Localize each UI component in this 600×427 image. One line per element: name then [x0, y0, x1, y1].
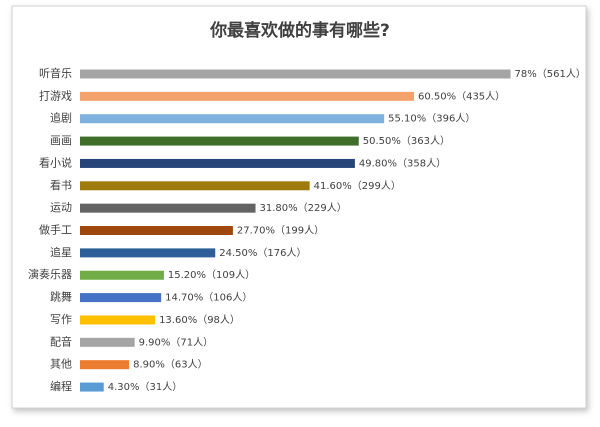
bar	[80, 226, 233, 236]
y-tick-label: 编程	[50, 379, 72, 393]
bar	[80, 136, 359, 146]
y-tick-label: 写作	[50, 313, 72, 326]
value-label: 78%（561人）	[515, 68, 586, 80]
value-label: 14.70%（106人）	[165, 292, 252, 304]
bar	[80, 382, 104, 392]
value-label: 49.80%（358人）	[359, 157, 446, 169]
y-tick-label: 其他	[50, 358, 72, 371]
bar	[80, 337, 135, 347]
value-label: 13.60%（98人）	[159, 314, 240, 326]
value-label: 24.50%（176人）	[219, 247, 306, 259]
y-tick-label: 看小说	[39, 155, 72, 169]
bar	[80, 91, 414, 101]
value-label: 9.90%（71人）	[139, 336, 214, 348]
bar	[80, 360, 130, 370]
value-label: 8.90%（63人）	[133, 359, 208, 371]
value-label: 15.20%（109人）	[168, 269, 255, 281]
bar	[80, 181, 310, 191]
bar	[80, 114, 385, 124]
y-tick-label: 听音乐	[39, 66, 72, 80]
value-label: 60.50%（435人）	[418, 90, 505, 102]
y-tick-label: 画画	[50, 134, 72, 147]
value-label: 4.30%（31人）	[108, 381, 182, 393]
value-label: 27.70%（199人）	[237, 225, 324, 237]
y-tick-label: 运动	[50, 201, 72, 214]
y-tick-label: 配音	[50, 334, 72, 348]
y-tick-label: 演奏乐器	[28, 267, 72, 281]
bar	[80, 248, 216, 258]
y-tick-label: 跳舞	[50, 290, 72, 304]
bar	[80, 293, 162, 303]
value-label: 31.80%（229人）	[260, 202, 347, 214]
value-label: 50.50%（363人）	[363, 135, 450, 147]
y-tick-label: 看书	[50, 178, 72, 192]
bar	[80, 158, 355, 168]
y-tick-label: 追剧	[50, 111, 72, 125]
bar	[80, 315, 156, 325]
y-tick-label: 追星	[50, 245, 72, 259]
bar	[80, 270, 164, 280]
value-label: 55.10%（396人）	[388, 113, 475, 125]
bar	[80, 203, 256, 213]
bar	[80, 69, 511, 79]
chart-title: 你最喜欢做的事有哪些?	[209, 20, 390, 41]
y-tick-label: 做手工	[39, 223, 72, 237]
value-label: 41.60%（299人）	[314, 180, 401, 192]
y-tick-label: 打游戏	[39, 88, 72, 102]
